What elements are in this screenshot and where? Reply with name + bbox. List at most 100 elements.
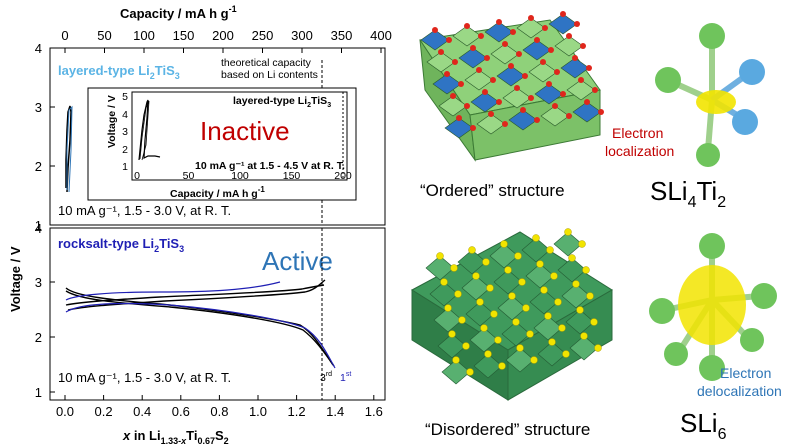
sulfur-atom — [582, 266, 590, 274]
sulfur-atom — [472, 272, 480, 280]
oxygen-atom — [444, 71, 450, 77]
octahedron — [516, 17, 546, 39]
oxygen-atom — [496, 19, 502, 25]
bottom-tick-label: 1.2 — [288, 404, 306, 419]
inset-x-label: Capacity / mA h g-1 — [170, 185, 265, 200]
sulfur-atom — [580, 332, 588, 340]
oxygen-atom — [470, 45, 476, 51]
oxygen-atom — [514, 85, 520, 91]
octahedron — [566, 79, 596, 101]
upper-y-tick-label: 2 — [35, 159, 42, 174]
sulfur-atom — [586, 292, 594, 300]
inset-plot-frame — [131, 91, 348, 181]
octahedron — [561, 283, 591, 309]
lower-panel-frame — [49, 227, 386, 401]
oxygen-atom — [542, 25, 548, 31]
oxygen-atom — [490, 77, 496, 83]
inset-curve — [138, 99, 161, 161]
electron-delocalization-label-1: Electron — [720, 365, 771, 381]
sulfur-atom — [452, 356, 460, 364]
upper-y-tick-label: 4 — [35, 41, 42, 56]
oxygen-atom — [552, 103, 558, 109]
sulfur-atom — [454, 290, 462, 298]
inset-x-tick-label: 0 — [134, 170, 140, 182]
electron-delocalization-label-2: delocalization — [697, 383, 782, 399]
sulfur-atom — [444, 304, 452, 312]
sulfur-atom — [512, 318, 520, 326]
octahedron — [554, 35, 584, 57]
oxygen-atom — [534, 117, 540, 123]
sulfur-atom — [590, 318, 598, 326]
formula-sli4ti2: SLi4Ti2 — [650, 176, 726, 211]
top-tick-label: 350 — [331, 28, 353, 43]
upper-curve-black — [65, 105, 72, 193]
oxygen-atom — [580, 43, 586, 49]
octahedron — [501, 321, 531, 347]
oxygen-atom — [482, 89, 488, 95]
octahedron — [473, 353, 503, 379]
oxygen-atom — [540, 59, 546, 65]
octahedron — [540, 105, 570, 127]
octahedron — [464, 69, 494, 91]
ordered-caption: “Ordered” structure — [420, 181, 565, 200]
sulfur-atom — [568, 254, 576, 262]
inset-x-tick-label: 100 — [231, 170, 249, 182]
sulfur-atom — [486, 284, 494, 292]
octahedron — [465, 301, 495, 327]
oxygen-atom — [502, 121, 508, 127]
octahedron — [548, 13, 578, 35]
oxygen-atom — [484, 55, 490, 61]
octahedron — [489, 243, 519, 269]
bottom-tick-label: 0.6 — [172, 404, 190, 419]
sulfur-atom — [458, 316, 466, 324]
sulfur-atom — [462, 342, 470, 350]
sulfur-atom — [500, 240, 508, 248]
sulfur-atom — [562, 350, 570, 358]
sulfur-atom — [490, 310, 498, 318]
octahedron — [461, 275, 491, 301]
sulfur-atom — [514, 252, 522, 260]
top-axis-ticks: 0 50 100 150 200 250 300 350 400 — [61, 28, 392, 53]
oxygen-atom — [584, 99, 590, 105]
octahedron — [429, 281, 459, 307]
oxygen-atom — [546, 81, 552, 87]
inset-x-tick-label: 150 — [283, 170, 301, 182]
octahedron — [476, 113, 506, 135]
octahedron — [426, 51, 456, 73]
bottom-tick-label: 0.0 — [56, 404, 74, 419]
sulfur-atom — [532, 234, 540, 242]
sulfur-atom — [436, 252, 444, 260]
y-axis-title: Voltage / V — [8, 246, 23, 312]
sulfur-atom — [494, 336, 502, 344]
top-tick-label: 200 — [212, 28, 234, 43]
charge-curve-3rd — [65, 284, 325, 306]
sulfur-atom — [536, 260, 544, 268]
oxygen-atom — [502, 41, 508, 47]
oxygen-atom — [572, 55, 578, 61]
sulfur-atom — [548, 338, 556, 346]
upper-y-tick-label: 1 — [35, 218, 42, 233]
disordered-structure-image — [411, 228, 613, 401]
inset-y-tick-label: 2 — [122, 144, 128, 156]
octahedron — [560, 57, 590, 79]
sulfur-atom — [526, 330, 534, 338]
inset-box — [87, 87, 357, 201]
oxygen-atom — [510, 29, 516, 35]
octahedron — [452, 25, 482, 47]
octahedron — [534, 83, 564, 105]
oxygen-atom — [522, 73, 528, 79]
lower-condition: 10 mA g⁻¹, 1.5 - 3.0 V, at R. T. — [58, 370, 231, 385]
sulfur-atom — [498, 362, 506, 370]
inset-y-label: Voltage / V — [106, 95, 118, 148]
octahedron — [528, 61, 558, 83]
formula-sli6: SLi6 — [680, 408, 727, 443]
oxygen-atom — [456, 115, 462, 121]
oxygen-atom — [458, 81, 464, 87]
oxygen-atom — [452, 59, 458, 65]
octahedron — [425, 255, 455, 281]
top-tick-label: 100 — [133, 28, 155, 43]
octahedron — [484, 21, 514, 43]
octahedron — [470, 91, 500, 113]
oxygen-atom — [450, 93, 456, 99]
